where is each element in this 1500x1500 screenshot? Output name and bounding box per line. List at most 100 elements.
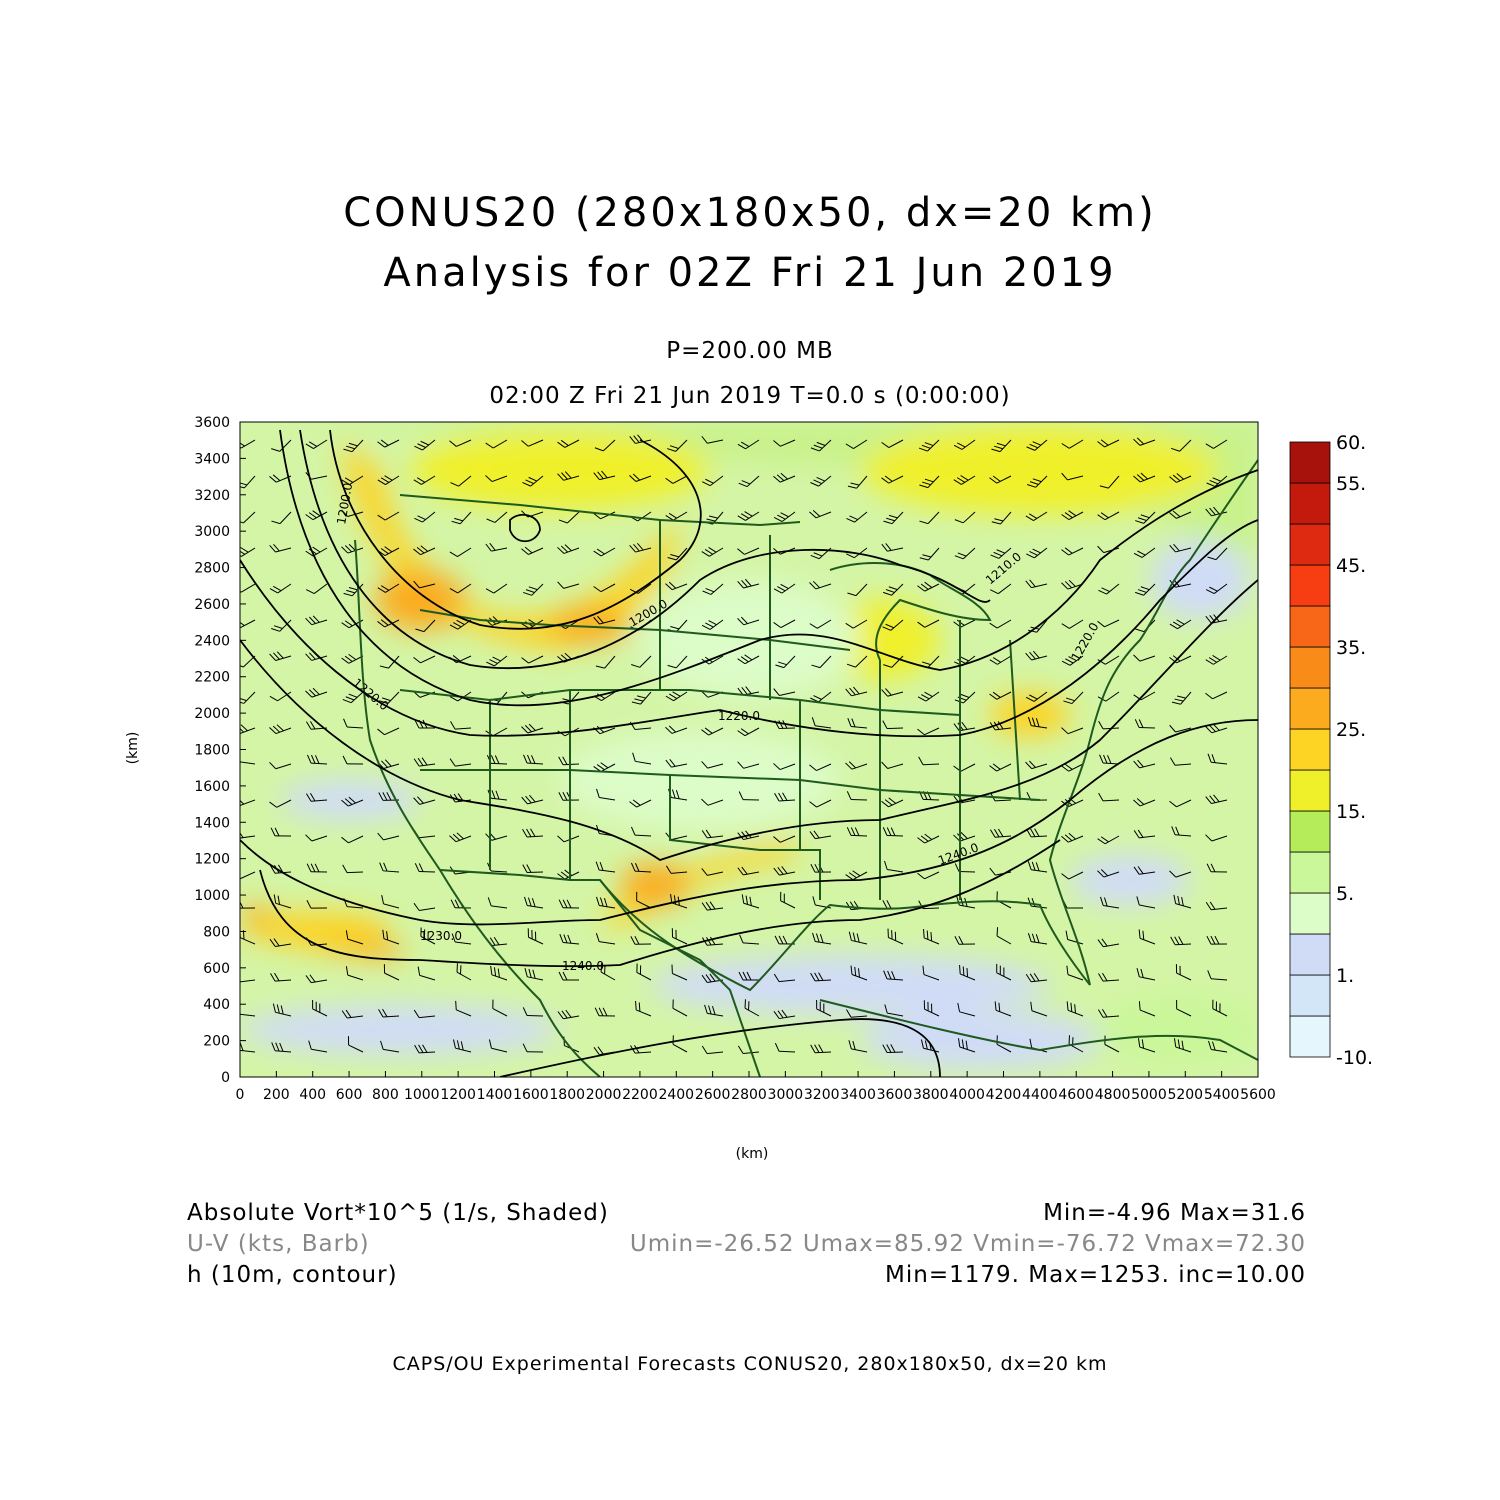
wind-barb xyxy=(672,1035,688,1053)
wind-barb xyxy=(883,511,904,525)
wind-barb xyxy=(271,619,292,632)
wind-barb xyxy=(377,475,400,486)
y-tick-label: 0 xyxy=(221,1070,230,1086)
wind-barb xyxy=(809,580,832,590)
contour-1230 xyxy=(240,719,1258,926)
wind-barb xyxy=(341,475,364,486)
wind-barb xyxy=(1099,475,1120,489)
wind-barb xyxy=(1099,754,1120,765)
wind-barb xyxy=(377,511,400,521)
wind-barb xyxy=(773,973,796,983)
y-axis-title: (km) xyxy=(125,732,141,765)
wind-barb xyxy=(1169,799,1192,808)
wind-barb xyxy=(377,546,400,557)
x-tick-label: 5400 xyxy=(1204,1087,1240,1103)
wind-barb xyxy=(492,999,508,1017)
contour-label: 1240.0 xyxy=(562,959,604,973)
x-tick-label: 400 xyxy=(299,1087,326,1103)
colorbar-swatch xyxy=(1289,564,1331,607)
wind-barb xyxy=(702,583,724,595)
wind-barb xyxy=(485,439,508,449)
colorbar-swatch xyxy=(1289,441,1331,484)
wind-barb xyxy=(919,511,940,525)
colorbar-labels: -10. 1. 5. 15. 25. 35. 45. 55. 60. xyxy=(1336,432,1373,1069)
wind-barb xyxy=(521,794,544,805)
wind-barb xyxy=(704,1004,724,1017)
wind-barb xyxy=(1138,1001,1156,1017)
wind-barb xyxy=(775,655,796,669)
wind-barb xyxy=(1170,936,1192,946)
wind-barb xyxy=(240,1013,256,1017)
wind-barb xyxy=(954,511,976,524)
wind-barb xyxy=(635,1000,652,1017)
x-tick-label: 2000 xyxy=(586,1087,622,1103)
wind-barb xyxy=(811,717,832,729)
wind-barb xyxy=(1133,437,1156,446)
x-tick-label: 4200 xyxy=(986,1087,1022,1103)
contour-1190 xyxy=(299,429,991,669)
x-tick-label: 600 xyxy=(336,1087,363,1103)
wind-barb xyxy=(812,932,832,945)
x-tick-label: 2400 xyxy=(658,1087,694,1103)
wind-barb xyxy=(923,928,940,945)
wind-barb xyxy=(522,475,544,487)
wind-barb xyxy=(810,439,832,452)
great-lakes xyxy=(829,562,992,661)
wind-barb xyxy=(490,965,508,981)
wind-barb xyxy=(1025,760,1048,770)
wind-barb xyxy=(1097,938,1120,948)
wind-barb xyxy=(558,899,580,909)
wind-barb xyxy=(522,1007,544,1017)
wind-barb xyxy=(415,619,436,633)
wind-barb xyxy=(1098,792,1120,802)
wind-barb xyxy=(631,691,652,705)
wind-barb xyxy=(630,936,652,945)
wind-barb xyxy=(240,511,256,524)
wind-barb xyxy=(413,757,436,767)
y-tick-label: 400 xyxy=(203,997,230,1013)
wind-barb xyxy=(1208,1040,1228,1053)
wind-barb xyxy=(1173,1038,1192,1053)
y-tick-label: 2400 xyxy=(194,633,230,649)
wind-barb xyxy=(1169,870,1192,878)
wind-barb xyxy=(989,691,1012,700)
wind-barb xyxy=(449,758,472,767)
x-tick-label: 2800 xyxy=(731,1087,767,1103)
wind-barb xyxy=(306,863,328,873)
x-tick-label: 0 xyxy=(236,1087,245,1103)
wind-barb xyxy=(629,473,652,482)
wind-barb xyxy=(665,581,688,591)
wind-barb xyxy=(773,688,796,697)
wind-barb xyxy=(342,864,364,874)
wind-barb xyxy=(240,439,256,449)
wind-barb xyxy=(557,835,580,843)
wind-barb xyxy=(312,999,328,1017)
wind-barb xyxy=(1061,547,1084,556)
contour-1220 xyxy=(240,579,1258,861)
contour-1180-small xyxy=(509,513,541,543)
contour-label: 1230.0 xyxy=(420,929,462,943)
wind-barb xyxy=(1171,826,1192,837)
wind-barb xyxy=(1027,897,1048,909)
mexico-border xyxy=(439,869,761,1077)
wind-barb xyxy=(273,894,292,909)
wind-barb xyxy=(485,475,508,483)
wind-barb xyxy=(881,761,904,769)
wind-barb xyxy=(1175,964,1192,981)
y-tick-label: 200 xyxy=(203,1034,230,1050)
wind-barb xyxy=(665,511,688,521)
wind-barb xyxy=(773,835,796,843)
footer-credit: CAPS/OU Experimental Forecasts CONUS20, … xyxy=(392,1353,1108,1375)
state-line-12 xyxy=(1009,639,1021,801)
wind-barb xyxy=(341,653,364,664)
colorbar-swatch xyxy=(1289,892,1331,935)
wind-barb xyxy=(846,547,868,559)
x-axis-title: (km) xyxy=(736,1146,769,1162)
wind-barb xyxy=(701,435,724,444)
wind-barb xyxy=(989,655,1012,665)
x-tick-label: 1800 xyxy=(549,1087,585,1103)
wind-barb xyxy=(887,928,904,945)
wind-barb xyxy=(523,754,544,765)
wind-barb xyxy=(240,761,256,765)
wind-barb xyxy=(341,1009,364,1019)
